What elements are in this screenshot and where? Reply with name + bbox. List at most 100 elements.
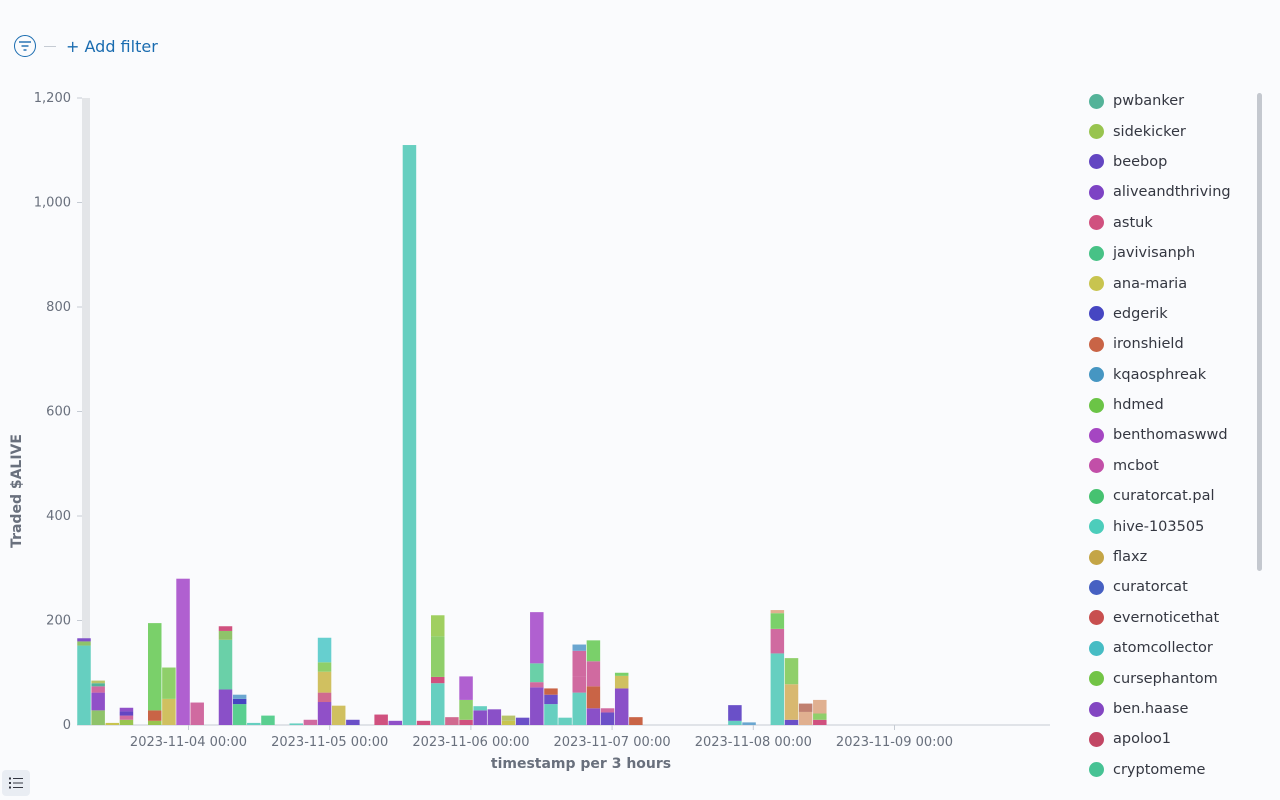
bar-segment[interactable] <box>218 689 233 725</box>
bar-segment[interactable] <box>813 719 827 725</box>
bar-segment[interactable] <box>105 722 120 725</box>
bar-segment[interactable] <box>572 692 587 725</box>
bar-segment[interactable] <box>629 717 643 725</box>
bar-segment[interactable] <box>530 687 544 725</box>
bar-segment[interactable] <box>247 722 261 725</box>
bar-segment[interactable] <box>303 719 318 725</box>
bar-segment[interactable] <box>473 710 487 725</box>
bar-segment[interactable] <box>317 662 332 672</box>
bar-segment[interactable] <box>218 639 233 690</box>
bar-segment[interactable] <box>218 626 233 631</box>
bar-segment[interactable] <box>586 708 601 725</box>
bar-segment[interactable] <box>431 676 445 684</box>
bar-segment[interactable] <box>317 671 332 693</box>
bar-segment[interactable] <box>317 692 332 703</box>
legend-item[interactable]: atomcollector <box>1078 633 1243 663</box>
bar-segment[interactable] <box>586 640 601 662</box>
bar-segment[interactable] <box>770 628 785 654</box>
bar-segment[interactable] <box>119 707 134 712</box>
add-filter-button[interactable]: + Add filter <box>66 36 158 56</box>
bar-segment[interactable] <box>614 688 629 725</box>
bar-segment[interactable] <box>317 637 332 663</box>
bar-segment[interactable] <box>388 720 403 725</box>
bar-segment[interactable] <box>487 709 502 725</box>
bar-segment[interactable] <box>558 717 572 725</box>
bar-segment[interactable] <box>190 702 204 725</box>
bar-segment[interactable] <box>728 705 742 721</box>
bar-segment[interactable] <box>572 644 587 651</box>
legend-item[interactable]: hdmed <box>1078 390 1243 420</box>
bar-segment[interactable] <box>459 676 473 700</box>
bar-segment[interactable] <box>501 720 516 725</box>
bar-segment[interactable] <box>119 711 134 716</box>
legend-item[interactable]: ironshield <box>1078 329 1243 359</box>
bar-segment[interactable] <box>91 692 105 711</box>
bar-segment[interactable] <box>813 699 827 714</box>
bar-segment[interactable] <box>261 715 275 725</box>
bar-segment[interactable] <box>148 623 162 711</box>
legend-item[interactable]: pwbanker <box>1078 86 1243 116</box>
bar-segment[interactable] <box>600 712 615 725</box>
bar-segment[interactable] <box>162 667 176 699</box>
legend-toggle-button[interactable] <box>2 770 30 796</box>
bar-segment[interactable] <box>176 578 190 725</box>
bar-segment[interactable] <box>77 645 91 725</box>
legend-item[interactable]: benthomaswwd <box>1078 420 1243 450</box>
bar-segment[interactable] <box>572 650 587 677</box>
bar-segment[interactable] <box>162 698 176 725</box>
bar-segment[interactable] <box>770 613 785 629</box>
bar-segment[interactable] <box>813 713 827 720</box>
bar-segment[interactable] <box>232 698 247 705</box>
legend-item[interactable]: cryptomeme <box>1078 755 1243 785</box>
bar-segment[interactable] <box>614 672 629 676</box>
bar-segment[interactable] <box>374 714 388 725</box>
bar-segment[interactable] <box>742 722 756 725</box>
bar-segment[interactable] <box>600 708 615 713</box>
bar-segment[interactable] <box>530 663 544 683</box>
legend-item[interactable]: apoloo1 <box>1078 724 1243 754</box>
bar-segment[interactable] <box>798 703 813 712</box>
bar-segment[interactable] <box>148 720 162 725</box>
bar-segment[interactable] <box>530 612 544 664</box>
legend-item[interactable]: astuk <box>1078 208 1243 238</box>
bar-segment[interactable] <box>346 719 360 725</box>
bar-segment[interactable] <box>459 699 473 720</box>
legend-item[interactable]: evernoticethat <box>1078 603 1243 633</box>
bar-segment[interactable] <box>544 694 558 705</box>
bar-segment[interactable] <box>728 720 742 725</box>
bar-segment[interactable] <box>218 630 233 640</box>
legend-item[interactable]: curatorcat.pal <box>1078 481 1243 511</box>
bar-segment[interactable] <box>586 661 601 687</box>
filter-options-button[interactable] <box>14 35 36 57</box>
legend-item[interactable]: javivisanph <box>1078 238 1243 268</box>
legend-item[interactable]: mcbot <box>1078 451 1243 481</box>
bar-segment[interactable] <box>91 686 105 693</box>
legend-item[interactable]: cursephantom <box>1078 663 1243 693</box>
legend-item[interactable]: edgerik <box>1078 299 1243 329</box>
bar-segment[interactable] <box>530 682 544 688</box>
bar-segment[interactable] <box>91 680 105 684</box>
bar-segment[interactable] <box>119 719 134 725</box>
bar-segment[interactable] <box>770 610 785 614</box>
bar-segment[interactable] <box>119 715 134 720</box>
bar-segment[interactable] <box>445 717 459 725</box>
bar-segment[interactable] <box>91 683 105 687</box>
legend-item[interactable]: ben.haase <box>1078 694 1243 724</box>
bar-segment[interactable] <box>331 705 346 725</box>
bar-segment[interactable] <box>784 658 799 685</box>
legend-item[interactable]: flaxz <box>1078 542 1243 572</box>
bar-segment[interactable] <box>572 676 587 693</box>
bar-segment[interactable] <box>431 683 445 725</box>
legend-item[interactable]: sidekicker <box>1078 116 1243 146</box>
bar-segment[interactable] <box>416 720 431 725</box>
bar-segment[interactable] <box>544 688 558 695</box>
bar-segment[interactable] <box>473 706 487 711</box>
bar-segment[interactable] <box>289 723 304 725</box>
bar-segment[interactable] <box>402 145 417 725</box>
bar-segment[interactable] <box>515 717 530 725</box>
legend-item[interactable]: ana-maria <box>1078 268 1243 298</box>
legend-item[interactable]: kqaosphreak <box>1078 360 1243 390</box>
bar-segment[interactable] <box>431 636 445 677</box>
bar-segment[interactable] <box>614 675 629 689</box>
legend-item[interactable]: hive-103505 <box>1078 511 1243 541</box>
